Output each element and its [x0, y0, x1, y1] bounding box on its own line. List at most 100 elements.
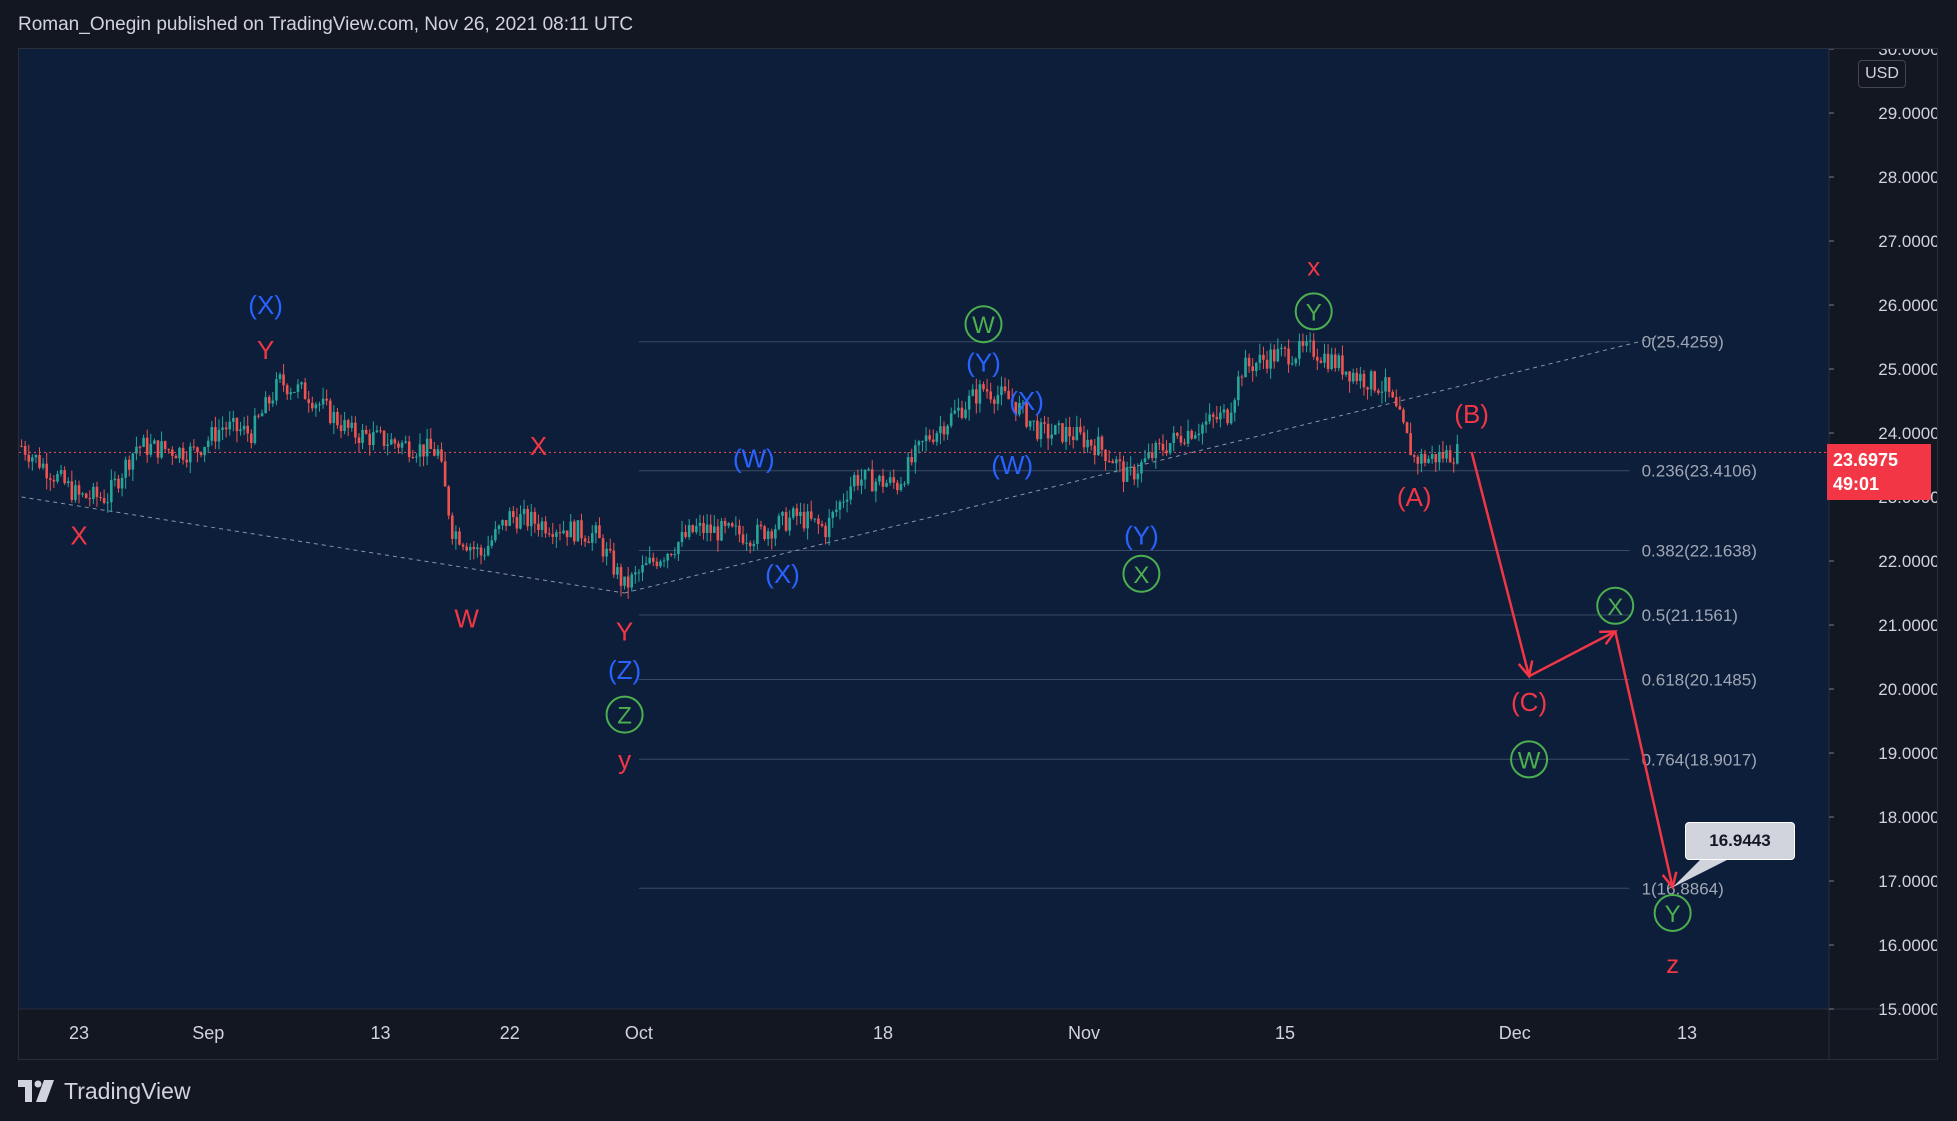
candle-body [544, 521, 547, 534]
candle-body [666, 553, 669, 561]
y-tick-label: 19.0000 [1878, 744, 1937, 763]
candle-body [372, 432, 375, 446]
candle-body [120, 477, 124, 489]
candle-body [508, 511, 512, 526]
candle-body [1229, 412, 1233, 424]
candle-body [1061, 423, 1064, 442]
candle-body [1394, 397, 1398, 407]
candle-body [996, 395, 1000, 404]
candle-body [957, 407, 960, 411]
candle-body [914, 445, 917, 463]
candle-body [1129, 466, 1132, 468]
candle-body [1391, 391, 1394, 398]
candle-body [425, 438, 429, 457]
candle-body [1402, 409, 1405, 423]
candle-body [529, 511, 533, 527]
candle-body [587, 541, 590, 543]
candle-body [497, 525, 501, 530]
candle-body [167, 449, 171, 451]
candle-body [1341, 355, 1344, 375]
wave-label: Y [616, 616, 633, 646]
candle-body [1197, 433, 1201, 436]
candle-body [364, 429, 368, 434]
candle-body [939, 426, 942, 434]
candle-body [1337, 355, 1341, 368]
candle-body [1312, 340, 1316, 357]
candle-body [1287, 348, 1290, 365]
candle-body [849, 486, 852, 500]
candle-body [397, 443, 400, 448]
chart-frame[interactable]: 15.0000 16.0000 17.0000 18.0000 19.0000 20.00… [18, 48, 1938, 1060]
candle-body [723, 520, 727, 526]
candle-body [138, 446, 142, 448]
candle-body [1082, 432, 1086, 448]
currency-badge[interactable]: USD [1858, 60, 1906, 88]
candle-body [964, 409, 967, 418]
candle-body [70, 481, 74, 501]
candle-body [885, 482, 888, 487]
publish-header: Roman_Onegin published on TradingView.co… [18, 14, 634, 35]
candle-body [253, 415, 257, 444]
candle-body [501, 520, 504, 526]
candle-body [228, 421, 232, 430]
candle-body [612, 550, 616, 575]
candle-body [1176, 432, 1179, 436]
candle-body [303, 382, 307, 400]
chart-svg[interactable]: 15.0000 16.0000 17.0000 18.0000 19.0000 20.00… [19, 49, 1937, 1059]
candle-body [727, 523, 730, 526]
candle-body [145, 437, 149, 455]
candle-body [232, 418, 235, 422]
callout-pointer [1672, 859, 1729, 888]
candle-body [867, 469, 870, 471]
candle-body [1010, 399, 1014, 402]
x-tick-label: Dec [1499, 1023, 1531, 1043]
candle-body [763, 526, 766, 540]
candle-body [533, 511, 537, 524]
candle-body [1405, 422, 1409, 434]
candle-body [522, 508, 526, 515]
y-tick-label: 26.0000 [1878, 296, 1937, 315]
candle-body [1147, 452, 1150, 459]
candle-body [1132, 466, 1136, 480]
candle-body [1107, 461, 1111, 463]
candle-body [921, 441, 924, 443]
candle-body [634, 572, 637, 575]
candle-body [1043, 422, 1046, 424]
candle-body [1183, 442, 1186, 444]
candle-body [31, 457, 34, 462]
candle-body [784, 512, 788, 531]
candle-body [985, 389, 989, 392]
candle-body [1377, 390, 1380, 393]
wave-label-circle [1510, 740, 1549, 779]
candle-body [777, 515, 781, 530]
candle-body [433, 449, 436, 456]
wave-label-circle [1294, 292, 1333, 331]
candle-body [695, 525, 698, 533]
wave-label: Y [257, 335, 274, 365]
candle-body [573, 521, 576, 542]
candle-body [1025, 402, 1028, 427]
candle-body [1226, 409, 1229, 424]
footer-brand[interactable]: TradingView [64, 1077, 191, 1104]
candle-body [1416, 456, 1420, 464]
candle-body [896, 482, 899, 491]
candle-body [1140, 462, 1143, 474]
candle-body [217, 429, 221, 442]
candle-body [946, 425, 949, 435]
candle-body [311, 402, 314, 409]
candle-body [971, 389, 975, 396]
candle-body [903, 483, 906, 485]
candle-body [1007, 390, 1010, 400]
candle-body [1290, 363, 1294, 365]
candle-body [626, 576, 630, 588]
candle-body [346, 420, 350, 428]
candle-body [178, 447, 181, 459]
candle-body [598, 525, 601, 539]
candle-body [1237, 376, 1240, 401]
candle-body [1455, 444, 1459, 464]
candle-body [1276, 348, 1280, 362]
candle-body [770, 531, 774, 539]
wave-label: y [618, 744, 631, 774]
candle-body [766, 531, 770, 540]
candle-body [1301, 341, 1305, 346]
